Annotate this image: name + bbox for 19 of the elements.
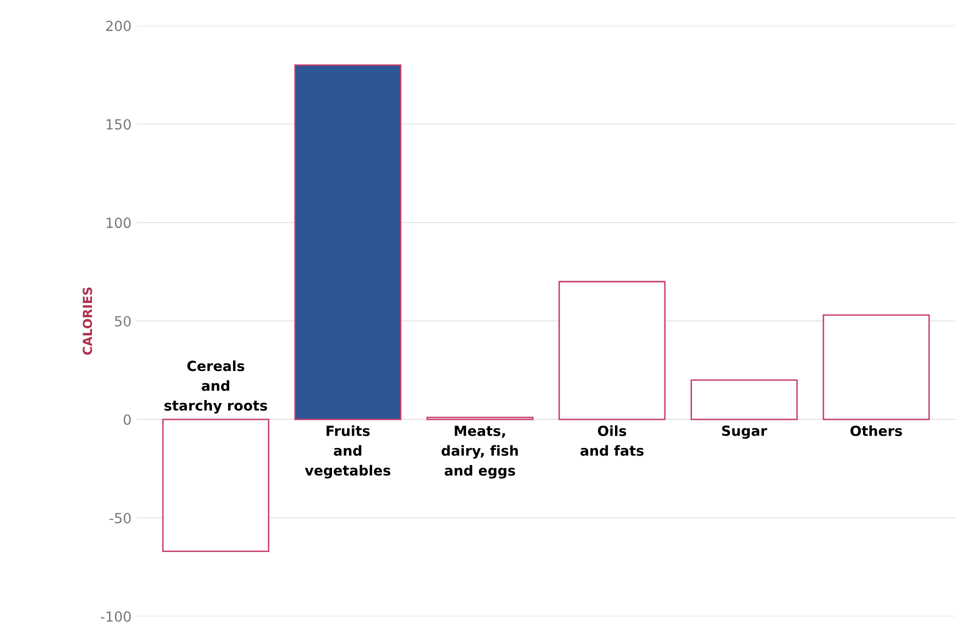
x-tick-label: Sugar — [722, 425, 768, 439]
bar — [558, 280, 666, 420]
y-tick-label: -100 — [100, 611, 131, 622]
bar — [162, 418, 270, 552]
y-tick-label: -50 — [110, 512, 131, 524]
x-tick-label: Others — [850, 425, 902, 436]
y-axis-title: CALORIES — [82, 288, 92, 355]
x-tick-label: Oils and fats — [580, 425, 644, 456]
y-tick-label: 200 — [106, 20, 131, 32]
y-tick-label: 150 — [106, 119, 131, 130]
x-tick-label: Fruits and vegetables — [304, 425, 390, 478]
y-tick-label: 100 — [106, 218, 131, 228]
y-tick-label: 50 — [115, 316, 131, 326]
x-tick-label: Cereals and starchy roots — [164, 360, 268, 414]
bar — [822, 314, 930, 420]
x-tick-label: Meats, dairy, fish and eggs — [442, 426, 518, 479]
bar — [294, 64, 402, 420]
bar — [690, 379, 798, 420]
y-tick-label: 0 — [124, 414, 131, 425]
